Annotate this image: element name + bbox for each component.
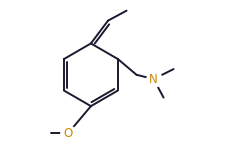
Text: N: N <box>148 73 157 86</box>
Text: O: O <box>63 127 72 140</box>
